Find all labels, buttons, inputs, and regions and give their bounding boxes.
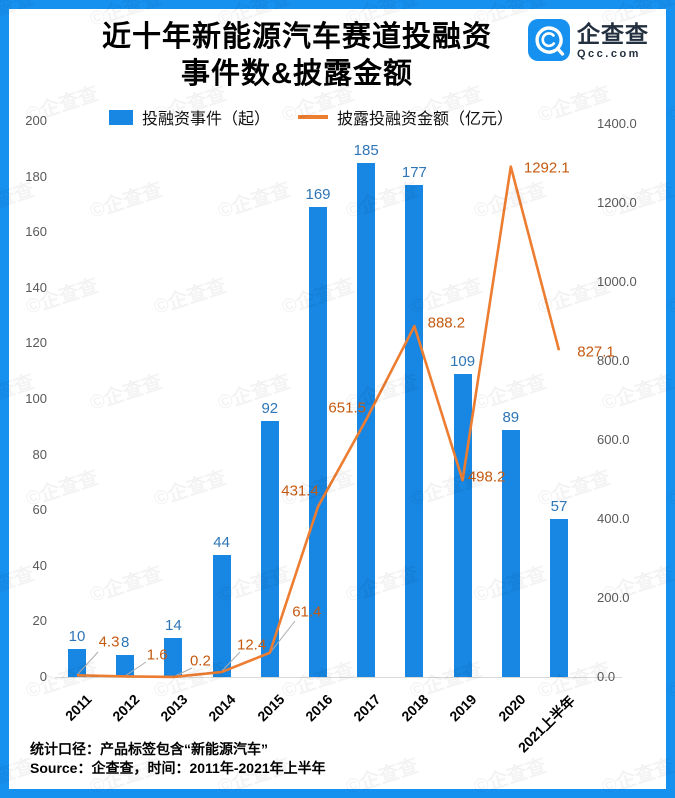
right-axis-tick: 0.0	[597, 669, 616, 684]
right-axis-tick: 1200.0	[597, 195, 637, 210]
bar-2014	[212, 554, 231, 677]
bar-2013	[164, 638, 183, 677]
left-axis-tick: 120	[25, 335, 47, 351]
bar-2020	[501, 429, 520, 677]
chart-title: 近十年新能源汽车赛道投融资 事件数&披露金额	[9, 9, 666, 93]
chart-card: 近十年新能源汽车赛道投融资 事件数&披露金额 企查查 Qcc.com 投融资事件…	[9, 9, 666, 789]
bar-value-label: 109	[450, 352, 476, 370]
brand-name: 企查查	[577, 20, 649, 47]
qcc-logo-icon	[528, 19, 570, 61]
line-value-label: 888.2	[427, 314, 466, 332]
left-axis-tick: 200	[25, 113, 47, 128]
legend-line-label: 披露投融资金额（亿元）	[337, 111, 514, 128]
bar-value-label: 185	[353, 141, 379, 159]
chart-title-line2: 事件数&披露金额	[181, 58, 413, 90]
brand-domain: Qcc.com	[577, 47, 641, 60]
line-value-label: 651.5	[328, 399, 366, 417]
left-axis-tick: 100	[25, 391, 47, 406]
label-leader-line	[220, 651, 241, 673]
legend-bar-label: 投融资事件（起）	[142, 111, 271, 128]
bar-2016	[309, 207, 327, 677]
left-axis-tick: 60	[32, 502, 47, 518]
legend-item-line: 披露投融资金额（亿元）	[298, 105, 513, 129]
footer: 统计口径：产品标签包含“新能源汽车” Source：企查查，时间：2011年-2…	[30, 740, 326, 778]
bar-2015	[260, 421, 279, 677]
right-axis-tick: 400.0	[597, 511, 630, 526]
left-axis-tick: 0	[39, 669, 47, 684]
label-leader-line	[269, 620, 296, 654]
line-series-layer	[76, 165, 561, 679]
right-axis-tick: 800.0	[597, 353, 630, 368]
x-axis-line	[55, 677, 622, 678]
left-axis-tick: 180	[25, 168, 47, 184]
left-axis-tick: 20	[32, 613, 47, 629]
footer-source-note: Source：企查查，时间：2011年-2021年上半年	[30, 760, 326, 776]
bar-value-label: 10	[68, 628, 86, 646]
qcc-logo: 企查查 Qcc.com	[528, 19, 649, 61]
label-leader-line	[76, 651, 99, 676]
legend-item-bars: 投融资事件（起）	[109, 105, 270, 129]
bar-value-label: 44	[213, 533, 230, 551]
footer-scope-note: 统计口径：产品标签包含“新能源汽车”	[30, 741, 268, 757]
bar-value-label: 14	[165, 617, 182, 635]
right-axis-tick: 1400.0	[597, 116, 637, 131]
label-leader-line	[124, 661, 147, 677]
bar-value-label: 89	[502, 408, 520, 426]
right-axis-tick: 600.0	[597, 432, 630, 447]
left-axis-tick: 160	[25, 224, 47, 240]
bar-value-label: 8	[121, 633, 130, 651]
amount-line	[76, 165, 561, 679]
left-axis-tick: 40	[32, 557, 47, 573]
right-axis-tick: 1000.0	[597, 274, 637, 289]
line-value-label: 1292.1	[523, 159, 570, 177]
line-value-label: 498.2	[467, 468, 506, 486]
bar-value-label: 177	[401, 163, 427, 181]
line-value-label: 1.6	[146, 646, 168, 664]
left-axis-tick: 80	[32, 446, 47, 462]
line-value-label: 827.1	[577, 343, 615, 361]
bar-2021上半年	[550, 518, 568, 677]
right-axis-tick: 200.0	[597, 590, 630, 605]
bar-swatch-icon	[109, 109, 133, 125]
left-axis-tick: 140	[25, 279, 47, 295]
line-value-label: 431.4	[281, 482, 319, 500]
legend: 投融资事件（起） 披露投融资金额（亿元）	[109, 105, 513, 129]
bar-value-label: 92	[261, 400, 279, 418]
plot-area: 0 20 40 60 80 100 120 140 160 180 200 0.0 200.0 400.0…	[9, 9, 666, 789]
line-value-label: 61.4	[292, 603, 322, 621]
line-value-label: 12.4	[236, 636, 267, 654]
line-swatch-icon	[298, 115, 329, 119]
bar-2012	[116, 654, 135, 677]
line-value-label: 0.2	[189, 652, 211, 670]
chart-title-line1: 近十年新能源汽车赛道投融资	[101, 21, 492, 53]
qcc-logo-text: 企查查 Qcc.com	[577, 21, 649, 60]
bar-value-label: 169	[305, 186, 331, 204]
bar-value-label: 57	[550, 497, 568, 515]
bar-2018	[405, 184, 424, 677]
line-value-label: 4.3	[98, 633, 120, 651]
